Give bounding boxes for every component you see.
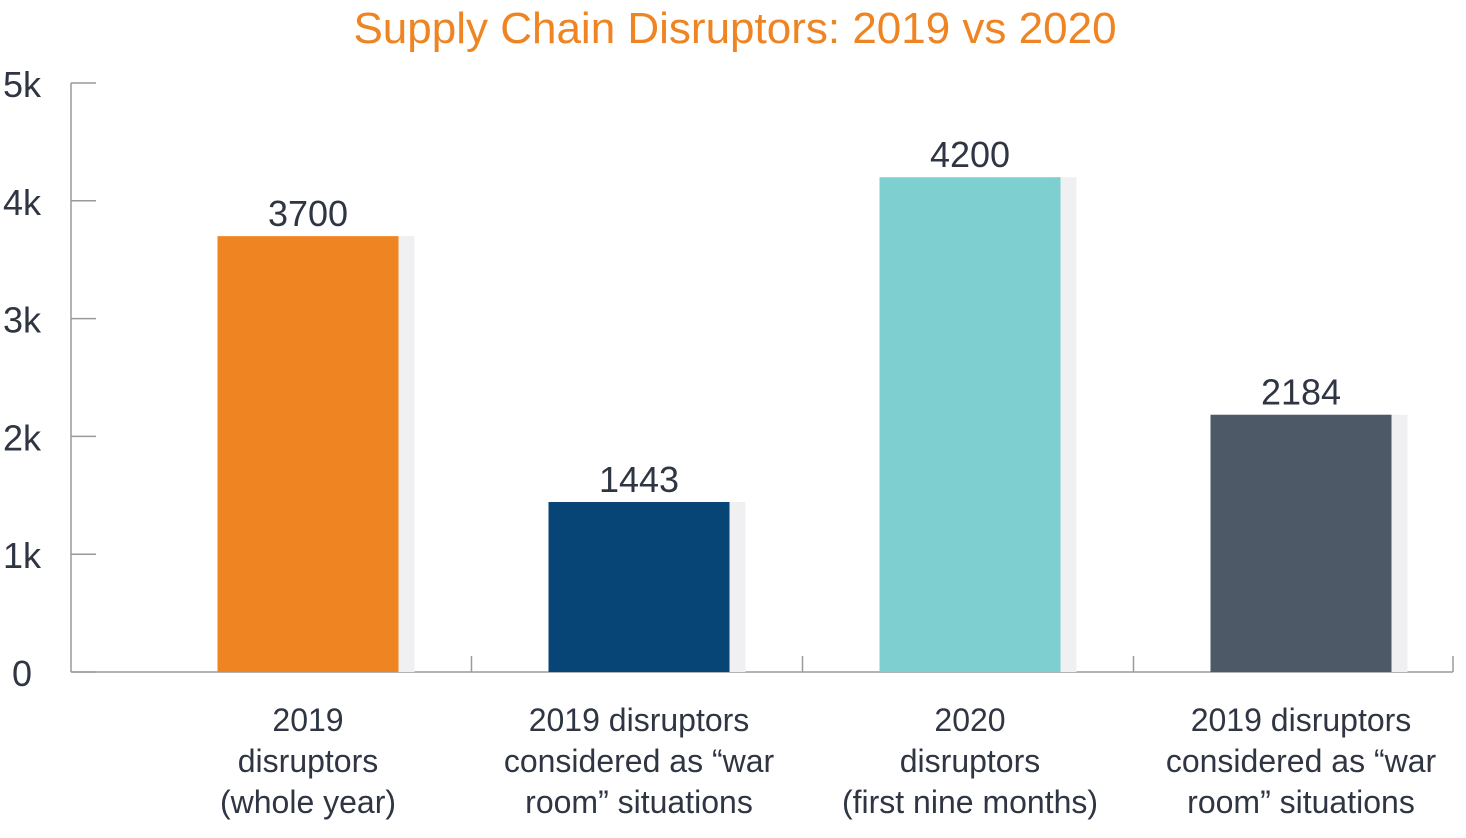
data-label: 1443 [599, 459, 679, 500]
x-category-label: considered as “war [504, 743, 775, 779]
data-label: 3700 [268, 193, 348, 234]
y-tick-label: 1k [3, 535, 42, 576]
x-category-label: disruptors [238, 743, 379, 779]
bar [1210, 414, 1392, 672]
x-category-label: considered as “war [1166, 743, 1437, 779]
x-category-label: 2020 [934, 702, 1005, 738]
x-category-label: (first nine months) [842, 784, 1098, 820]
y-tick-label: 3k [3, 300, 42, 341]
y-tick-label: 0 [12, 653, 32, 694]
bar [548, 502, 730, 672]
data-label: 2184 [1261, 372, 1341, 413]
bar [879, 177, 1061, 673]
x-category-label: 2019 disruptors [529, 702, 750, 738]
bar [217, 236, 399, 672]
y-tick-label: 4k [3, 182, 42, 223]
x-category-label: (whole year) [220, 784, 396, 820]
x-category-label: 2019 disruptors [1191, 702, 1412, 738]
x-category-label: room” situations [1187, 784, 1415, 820]
y-tick-label: 5k [3, 64, 42, 105]
chart-title: Supply Chain Disruptors: 2019 vs 2020 [353, 4, 1116, 53]
x-category-label: 2019 [272, 702, 343, 738]
x-category-label: disruptors [900, 743, 1041, 779]
data-label: 4200 [930, 134, 1010, 175]
x-category-label: room” situations [525, 784, 753, 820]
y-tick-label: 2k [3, 417, 42, 458]
